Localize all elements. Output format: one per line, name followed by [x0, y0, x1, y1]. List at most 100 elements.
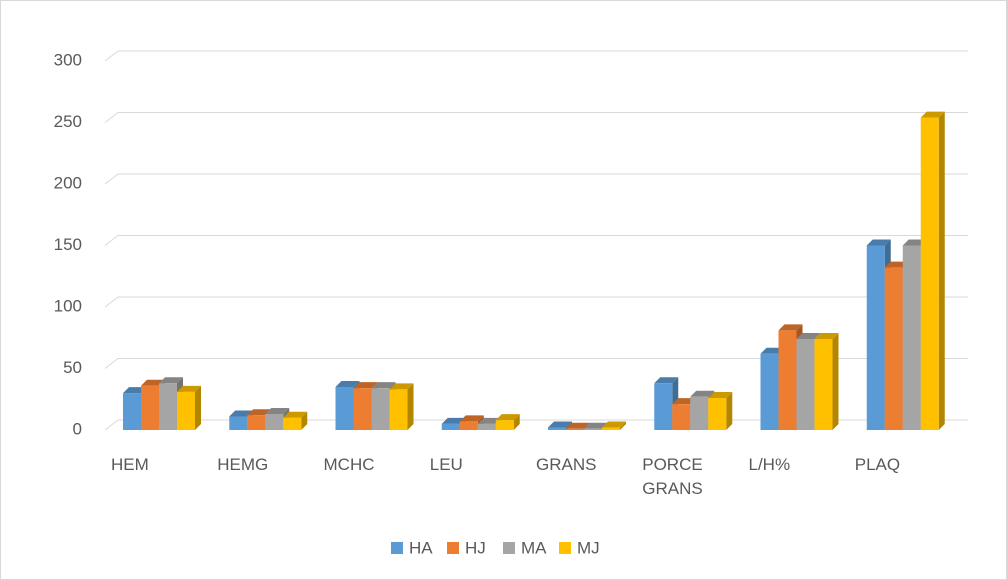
bar-front: [884, 267, 903, 430]
bar: [708, 392, 733, 430]
bar-top: [866, 239, 891, 246]
bar-top: [548, 421, 572, 428]
bar-top: [778, 324, 803, 331]
bar-front: [177, 391, 195, 430]
x-tick-label: PLAQ: [854, 455, 901, 474]
bar-front: [796, 338, 815, 430]
legend-swatch: [391, 542, 403, 554]
bar-top: [690, 390, 715, 397]
bar-top: [371, 382, 396, 389]
legend-swatch: [447, 542, 459, 554]
x-tick-label: L/H%: [748, 455, 791, 474]
bar-side: [726, 392, 733, 430]
bar-front: [159, 383, 177, 430]
bar-front: [778, 330, 797, 430]
y-tick-label: 250: [54, 112, 82, 131]
y-tick-label: 200: [54, 173, 82, 192]
bar-front: [141, 385, 159, 430]
x-tick-label: PORCE GRANS: [642, 455, 703, 498]
bar-front: [371, 388, 390, 430]
bar-side: [301, 411, 308, 430]
bar-top: [177, 385, 201, 392]
grid-line: [104, 358, 968, 369]
bar-front: [495, 420, 514, 430]
bar: [602, 421, 626, 430]
x-tick-label: HEM: [111, 455, 149, 474]
bar-top: [602, 421, 626, 428]
bar-front: [247, 415, 266, 430]
grid-line: [104, 235, 968, 246]
bar-top: [265, 408, 290, 415]
bar-front: [902, 245, 921, 430]
y-tick-label: 300: [54, 50, 82, 69]
x-tick-label: MCHC: [323, 455, 375, 474]
bar: [389, 383, 414, 430]
bar-top: [495, 414, 520, 421]
bar-top: [283, 411, 308, 418]
bar-side: [938, 111, 945, 430]
bar-front: [814, 338, 833, 430]
bar-top: [159, 377, 183, 384]
legend-label: HJ: [465, 538, 486, 557]
bar: [920, 111, 945, 430]
bar: [495, 414, 520, 430]
bar-top: [920, 111, 945, 118]
y-tick-label: 100: [54, 296, 82, 315]
bar-top: [353, 382, 378, 389]
bar-front: [760, 353, 779, 430]
bar-top: [335, 380, 360, 387]
bar: [814, 332, 839, 430]
bar-front: [866, 245, 885, 430]
bar: [177, 385, 201, 430]
legend-swatch: [503, 542, 515, 554]
bar-front: [708, 398, 727, 430]
bar-front: [584, 428, 602, 430]
grid-line: [104, 173, 968, 185]
bar-front: [920, 117, 939, 430]
bar-front: [283, 417, 302, 430]
bar-side: [832, 332, 839, 430]
legend-swatch: [559, 542, 571, 554]
bar-side: [195, 385, 201, 430]
bar-top: [459, 415, 484, 422]
bar-front: [389, 389, 408, 430]
x-tick-label: LEU: [429, 455, 463, 474]
bar-front: [566, 428, 584, 430]
bar-top: [796, 332, 821, 339]
bar: [283, 411, 308, 430]
grid-line: [104, 50, 968, 62]
bar-front: [459, 421, 478, 430]
bar-top: [654, 377, 679, 384]
bar-top: [566, 422, 590, 429]
bar-top: [708, 392, 733, 399]
x-tick-label: GRANS: [536, 455, 597, 474]
y-tick-label: 150: [54, 235, 82, 254]
legend-label: MJ: [577, 538, 600, 557]
bar-front: [335, 386, 354, 430]
grid-line: [104, 112, 968, 123]
bar-top: [247, 409, 272, 416]
bar-side: [513, 414, 520, 430]
bar-front: [441, 423, 460, 430]
bar-front: [229, 416, 248, 430]
bar-top: [584, 422, 608, 429]
bar-front: [353, 388, 372, 430]
bar-front: [123, 393, 141, 430]
legend-label: HA: [409, 538, 433, 557]
bar-front: [690, 396, 709, 430]
y-tick-label: 0: [73, 419, 82, 438]
bar-top: [389, 383, 414, 390]
bar-top: [814, 332, 839, 339]
x-tick-label: HEMG: [217, 455, 269, 474]
bar-front: [477, 423, 496, 430]
bar-front: [602, 427, 620, 430]
legend-label: MA: [521, 538, 547, 557]
grid-line: [104, 296, 968, 308]
bar-front: [672, 404, 691, 430]
bar-front: [265, 414, 284, 430]
bar-front: [654, 383, 673, 430]
bar-side: [407, 383, 414, 430]
bar-front: [548, 427, 566, 430]
